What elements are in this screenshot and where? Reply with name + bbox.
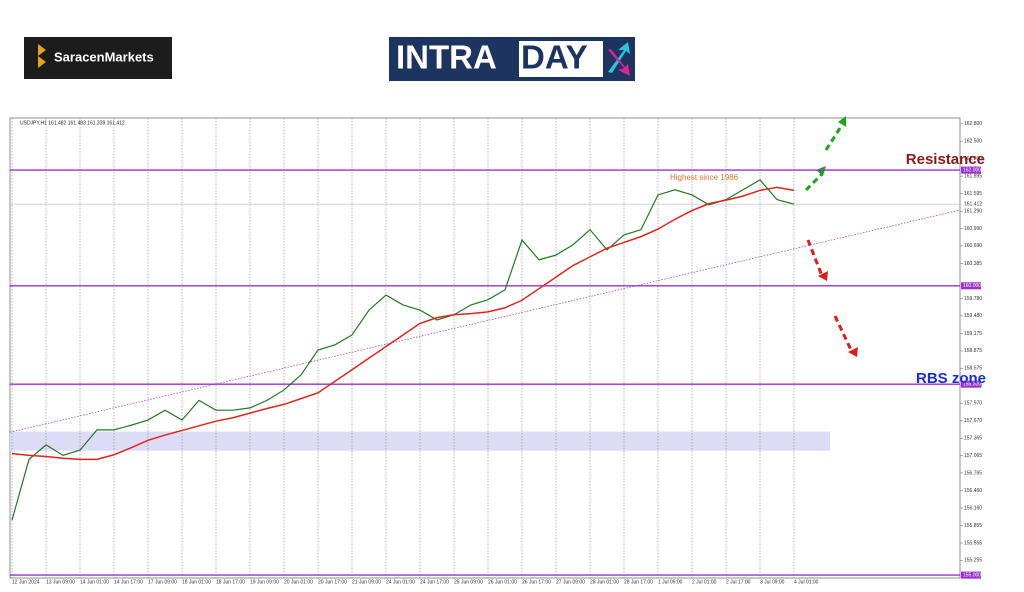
x-tick-label: 20 Jun 01:00 [284, 579, 313, 585]
annotation: RBS zone [916, 370, 986, 387]
x-tick-label: 13 Jun 09:00 [46, 579, 75, 585]
y-tick-label: 160.690 [964, 243, 982, 249]
logo-icon [38, 44, 46, 68]
arrow-head [816, 116, 846, 176]
y-tick-label: 158.575 [964, 366, 982, 372]
arrow-up [804, 172, 824, 192]
annotation: Resistance [906, 151, 985, 168]
y-tick-label: 157.970 [964, 401, 982, 407]
moving-average [11, 186, 795, 461]
x-tick-label: 26 Jun 17:00 [522, 579, 551, 585]
x-tick-label: 21 Jun 09:00 [352, 579, 381, 585]
x-tick-label: 19 Jun 09:00 [250, 579, 279, 585]
x-tick-label: 18 Jun 01:00 [182, 579, 211, 585]
arrows [804, 124, 854, 353]
y-tick-label: 158.875 [964, 348, 982, 354]
x-tick-label: 4 Jul 01:00 [794, 579, 819, 585]
price-line [11, 179, 795, 521]
x-tick-label: 27 Jun 09:00 [556, 579, 585, 585]
y-tick-label: 157.065 [964, 453, 982, 459]
x-tick-label: 2 Jul 01:00 [692, 579, 717, 585]
support-zone [10, 431, 830, 451]
level-label: 160.000 [963, 283, 981, 289]
y-tick-label: 161.290 [964, 208, 982, 214]
banner-text: DAY [521, 39, 588, 76]
arrow-up [824, 124, 844, 151]
arrow-down [833, 315, 854, 353]
level-label: 158.300 [963, 381, 981, 387]
x-tick-label: 20 Jun 17:00 [318, 579, 347, 585]
arrow-down [806, 239, 824, 277]
x-tick-label: 17 Jun 09:00 [148, 579, 177, 585]
y-tick-label: 155.855 [964, 523, 982, 529]
y-tick-label: 161.595 [964, 191, 982, 197]
x-tick-label: 28 Jun 17:00 [624, 579, 653, 585]
level-label: 155.000 [963, 572, 981, 578]
arrow-head [818, 271, 858, 357]
level-label: 162.000 [963, 167, 981, 173]
y-tick-label: 161.895 [964, 173, 982, 179]
level-label-box [961, 380, 981, 388]
y-tick-label: 159.780 [964, 296, 982, 302]
y-tick-label: 157.365 [964, 436, 982, 442]
banner-inner [519, 41, 603, 77]
x-tick-label: 14 Jun 01:00 [80, 579, 109, 585]
y-tick-label: 160.385 [964, 261, 982, 267]
logo-box [24, 37, 172, 79]
banner-arrow [608, 42, 630, 73]
x-tick-label: 2 Jul 17:00 [726, 579, 751, 585]
x-tick-label: 28 Jun 01:00 [590, 579, 619, 585]
level-label-box [961, 571, 981, 579]
x-tick-label: 24 Jun 17:00 [420, 579, 449, 585]
logo-text: SaracenMarkets [54, 49, 154, 64]
trendline [9, 209, 961, 433]
y-tick-label: 155.555 [964, 540, 982, 546]
plot-frame [9, 117, 961, 579]
x-tick-label: 25 Jun 09:00 [454, 579, 483, 585]
banner-text: INTRA [396, 39, 497, 76]
y-tick-label: 162.500 [964, 138, 982, 144]
y-tick-label: 162.200 [964, 156, 982, 162]
annotation: Highest since 1986 [670, 173, 739, 182]
current-price-label: 161.412 [964, 201, 982, 207]
y-tick-label: 159.175 [964, 331, 982, 337]
level-label-box [961, 282, 981, 290]
y-tick-label: 156.765 [964, 470, 982, 476]
x-tick-label: 18 Jun 17:00 [216, 579, 245, 585]
y-tick-label: 162.800 [964, 121, 982, 127]
y-tick-label: 157.670 [964, 418, 982, 424]
y-tick-label: 156.460 [964, 488, 982, 494]
chart-title: USDJPY,H1 161.482 161.483 161.339 161.41… [20, 120, 125, 126]
x-tick-label: 24 Jun 01:00 [386, 579, 415, 585]
x-tick-label: 3 Jul 09:00 [760, 579, 785, 585]
banner-arrow [608, 49, 630, 76]
y-tick-label: 159.480 [964, 313, 982, 319]
x-tick-label: 1 Jul 09:00 [658, 579, 683, 585]
y-tick-label: 155.255 [964, 558, 982, 564]
x-tick-label: 14 Jun 17:00 [114, 579, 143, 585]
x-tick-label: 26 Jun 01:00 [488, 579, 517, 585]
level-label-box [961, 166, 981, 174]
y-tick-label: 156.160 [964, 505, 982, 511]
y-tick-label: 160.990 [964, 226, 982, 232]
x-tick-label: 12 Jun 2024 [12, 579, 40, 585]
